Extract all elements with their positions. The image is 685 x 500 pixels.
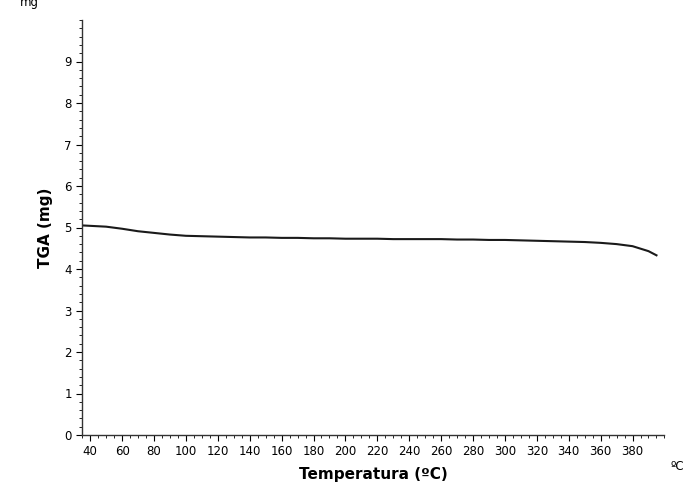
Text: ºC: ºC [670,460,684,473]
X-axis label: Temperatura (ºC): Temperatura (ºC) [299,467,448,482]
Text: mg: mg [20,0,38,9]
Y-axis label: TGA (mg): TGA (mg) [38,188,53,268]
